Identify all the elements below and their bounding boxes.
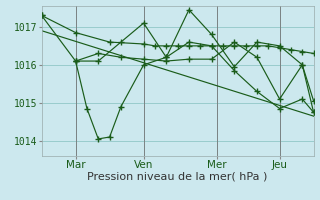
X-axis label: Pression niveau de la mer( hPa ): Pression niveau de la mer( hPa ) bbox=[87, 172, 268, 182]
